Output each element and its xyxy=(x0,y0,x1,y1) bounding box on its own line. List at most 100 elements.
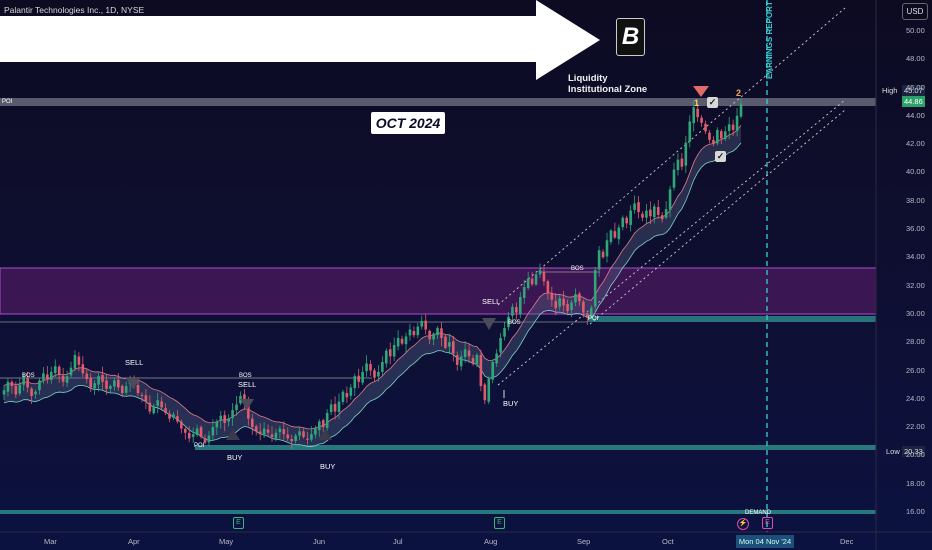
candle-body xyxy=(61,375,65,382)
candle-body xyxy=(46,374,49,379)
candle-body xyxy=(424,320,428,330)
candle-body xyxy=(428,330,431,340)
time-tick: Dec xyxy=(840,537,854,546)
candle-body xyxy=(570,302,573,311)
candle-body xyxy=(404,336,408,345)
candle-body xyxy=(440,328,443,338)
candle-body xyxy=(101,374,104,382)
point-2-label: 2 xyxy=(736,88,742,98)
candle-body xyxy=(479,354,483,387)
candle-body xyxy=(392,345,396,357)
candle-body xyxy=(546,281,550,293)
check-icon-1: ✓ xyxy=(707,97,718,108)
candle-body xyxy=(664,209,668,218)
candle-body xyxy=(526,278,530,289)
candle-body xyxy=(140,394,144,396)
candle-body xyxy=(172,414,175,418)
candle-body xyxy=(716,129,719,144)
candle-body xyxy=(483,384,487,401)
candle-body xyxy=(247,403,250,419)
candle-body xyxy=(605,240,609,257)
candle-body xyxy=(97,376,100,385)
candle-body xyxy=(381,362,384,372)
candle-body xyxy=(38,380,41,391)
candle-body xyxy=(731,124,735,130)
candle-body xyxy=(30,388,33,396)
candle-body xyxy=(187,432,191,439)
candle-body xyxy=(692,107,696,124)
candle-body xyxy=(550,292,554,300)
candles xyxy=(2,98,743,449)
earnings-report-label: EARNINGS REPORT xyxy=(765,1,774,79)
check-icon-2: ✓ xyxy=(715,151,726,162)
sell-triangle-1 xyxy=(126,378,140,389)
price-tick: 44.00 xyxy=(906,110,925,120)
earnings-icon-1[interactable]: E xyxy=(233,517,244,529)
candle-body xyxy=(266,429,270,433)
candle-body xyxy=(400,338,404,344)
candle-body xyxy=(507,316,510,328)
b-marker: B xyxy=(616,18,645,56)
price-tick: 22.00 xyxy=(906,422,925,432)
candle-body xyxy=(310,434,313,440)
buy-triangle-1 xyxy=(226,429,240,440)
sell-label-3: SELL xyxy=(482,297,501,306)
candle-body xyxy=(538,270,542,275)
candle-body xyxy=(357,375,361,382)
low-value-tag: 20.33 xyxy=(902,446,925,457)
candle-body xyxy=(578,293,581,302)
candle-body xyxy=(621,217,625,228)
candle-body xyxy=(207,435,211,443)
candle-body xyxy=(361,371,364,383)
candle-body xyxy=(195,428,199,435)
candle-body xyxy=(42,373,45,381)
supply-zone xyxy=(0,267,877,315)
currency-button[interactable]: USD xyxy=(902,3,928,20)
price-tick: 34.00 xyxy=(906,252,925,262)
candle-body xyxy=(471,358,475,364)
low-band xyxy=(195,445,876,450)
candle-body xyxy=(53,366,57,374)
candle-body xyxy=(444,336,447,348)
liquidity-label: Liquidity Institutional Zone xyxy=(568,73,647,95)
buy-label-2: BUY xyxy=(320,462,336,471)
candle-body xyxy=(727,124,731,132)
candle-body xyxy=(290,438,294,442)
price-tick: 30.00 xyxy=(906,308,925,318)
candle-body xyxy=(467,350,471,357)
candle-body xyxy=(148,402,152,412)
demand-label: DEMAND xyxy=(745,510,772,516)
candle-body xyxy=(353,376,357,389)
candle-body xyxy=(10,381,14,387)
candle-body xyxy=(558,298,562,307)
candle-body xyxy=(609,230,613,243)
price-tick: 40.00 xyxy=(906,167,925,177)
candle-body xyxy=(503,328,506,337)
candle-body xyxy=(396,337,400,347)
poi-label-support: POI xyxy=(588,316,599,322)
candle-body xyxy=(463,349,467,358)
bos-label-4: BOS xyxy=(508,320,521,326)
earnings-icon-3[interactable]: E xyxy=(762,517,773,529)
earnings-icon-2[interactable]: E xyxy=(494,517,505,529)
time-tick: Jun xyxy=(313,537,326,546)
candle-body xyxy=(554,301,558,309)
sell-triangle-3 xyxy=(482,318,496,330)
arrow-shape xyxy=(0,0,600,80)
candle-body xyxy=(176,416,179,422)
candle-body xyxy=(589,308,593,317)
candle-body xyxy=(341,391,345,402)
liquidity-line-1: Liquidity xyxy=(568,73,608,84)
candle-body xyxy=(183,428,187,433)
candle-body xyxy=(534,274,538,285)
candle-body xyxy=(708,132,711,140)
price-tick: 36.00 xyxy=(906,224,925,233)
candle-body xyxy=(219,415,223,421)
dividend-bolt-icon[interactable]: ⚡ xyxy=(737,518,749,530)
candle-body xyxy=(684,142,688,166)
price-tick: 18.00 xyxy=(906,478,925,488)
candle-body xyxy=(124,386,128,393)
candle-body xyxy=(495,353,498,364)
